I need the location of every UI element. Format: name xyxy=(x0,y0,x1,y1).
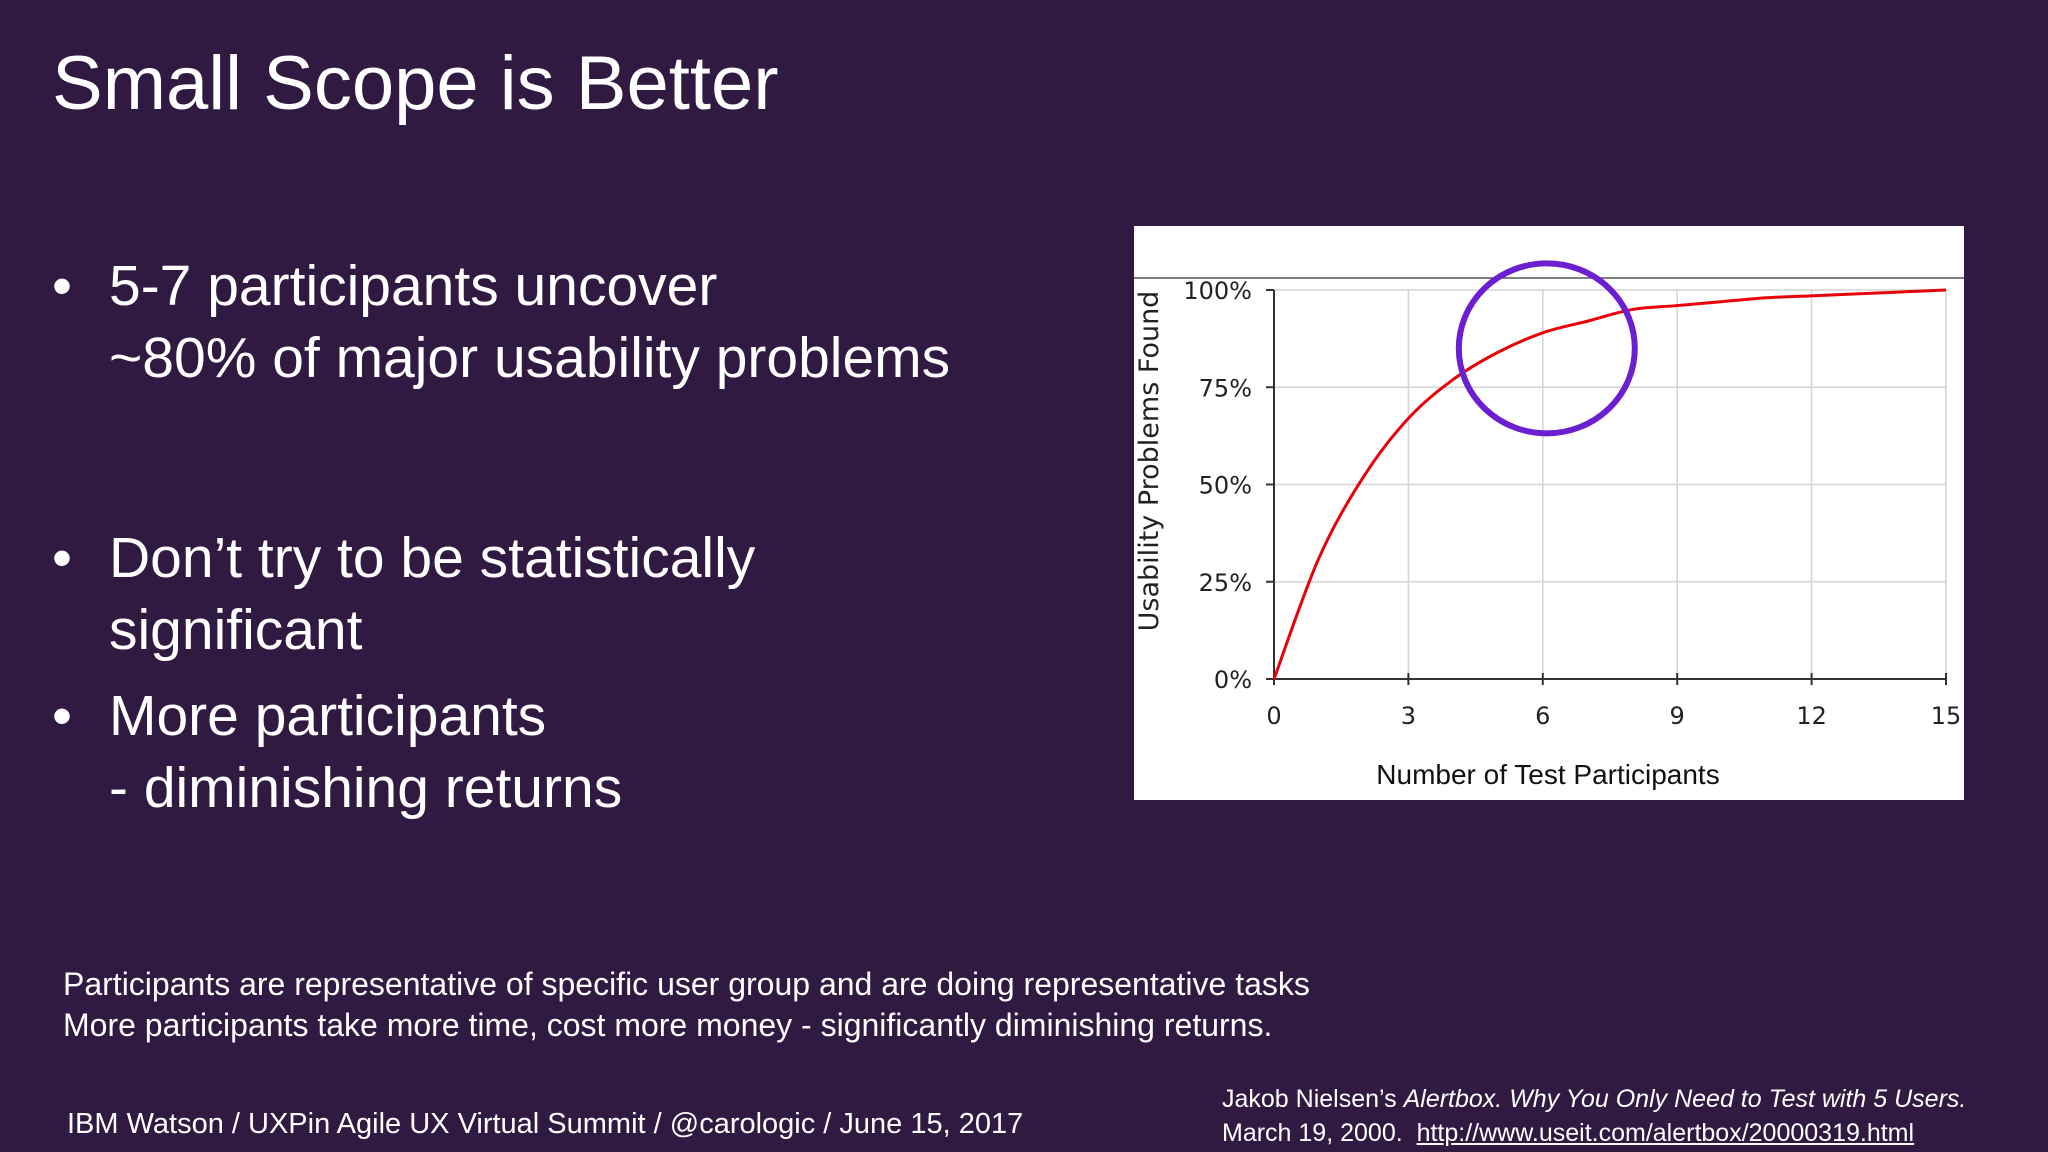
y-tick-label: 100% xyxy=(1183,277,1252,305)
highlight-circle xyxy=(1455,260,1638,437)
x-tick-label: 9 xyxy=(1670,702,1685,730)
bullet-item-more-participants: • More participants - diminishing return… xyxy=(52,680,950,824)
citation-work: Alertbox. Why You Only Need to Test with… xyxy=(1403,1085,1967,1113)
y-tick-label: 25% xyxy=(1199,569,1252,597)
bullet-dot: • xyxy=(52,254,72,318)
slide-title: Small Scope is Better xyxy=(52,41,779,126)
y-tick-label: 50% xyxy=(1199,472,1252,500)
bullet-dot: • xyxy=(52,684,72,748)
bullet-list: • 5-7 participants uncover ~80% of major… xyxy=(52,250,950,824)
chart-ticks: 0 3 6 9 12 15 0% 25% 50% 75% 100% xyxy=(1183,277,1961,730)
x-tick-label: 12 xyxy=(1796,702,1827,730)
x-axis-label: Number of Test Participants xyxy=(1376,759,1719,790)
x-tick-label: 6 xyxy=(1535,702,1550,730)
bullet-line: More participants xyxy=(109,684,547,748)
y-axis-label: Usability Problems Found xyxy=(1134,291,1165,632)
bullet-line: ~80% of major usability problems xyxy=(109,326,951,390)
citation-date: March 19, 2000. xyxy=(1222,1119,1403,1147)
bullet-item-statistics: • Don’t try to be statistically signific… xyxy=(52,522,950,666)
note-line: More participants take more time, cost m… xyxy=(63,1007,1273,1043)
y-tick-label: 75% xyxy=(1199,374,1252,402)
bullet-line: - diminishing returns xyxy=(109,756,623,820)
citation-author: Jakob Nielsen’s xyxy=(1222,1085,1404,1113)
citation-link[interactable]: http://www.useit.com/alertbox/20000319.h… xyxy=(1416,1119,1915,1147)
series-line xyxy=(1272,288,1947,680)
bullet-dot: • xyxy=(52,526,72,590)
bullet-line: Don’t try to be statistically xyxy=(109,526,756,590)
chart-svg: 0 3 6 9 12 15 0% 25% 50% 75% 100% Usability Proble… xyxy=(1134,260,1964,790)
citation: Jakob Nielsen’s Alertbox. Why You Only N… xyxy=(1222,1082,1966,1150)
y-tick-label: 0% xyxy=(1214,666,1252,694)
x-tick-label: 3 xyxy=(1401,702,1416,730)
usability-chart: 0 3 6 9 12 15 0% 25% 50% 75% 100% Usability Proble… xyxy=(1134,226,1964,800)
speaker-notes: Participants are representative of speci… xyxy=(63,964,1310,1046)
bullet-line: significant xyxy=(109,598,363,662)
x-tick-label: 15 xyxy=(1931,702,1962,730)
citation-line-1: Jakob Nielsen’s Alertbox. Why You Only N… xyxy=(1222,1082,1966,1116)
note-line: Participants are representative of speci… xyxy=(63,966,1310,1002)
chart-grid xyxy=(1274,289,1947,679)
footer-text: IBM Watson / UXPin Agile UX Virtual Summ… xyxy=(67,1108,1024,1140)
bullet-line: 5-7 participants uncover xyxy=(109,254,718,318)
bullet-item-participants: • 5-7 participants uncover ~80% of major… xyxy=(52,250,950,394)
citation-line-2: March 19, 2000. http://www.useit.com/ale… xyxy=(1222,1116,1966,1150)
x-tick-label: 0 xyxy=(1266,702,1281,730)
